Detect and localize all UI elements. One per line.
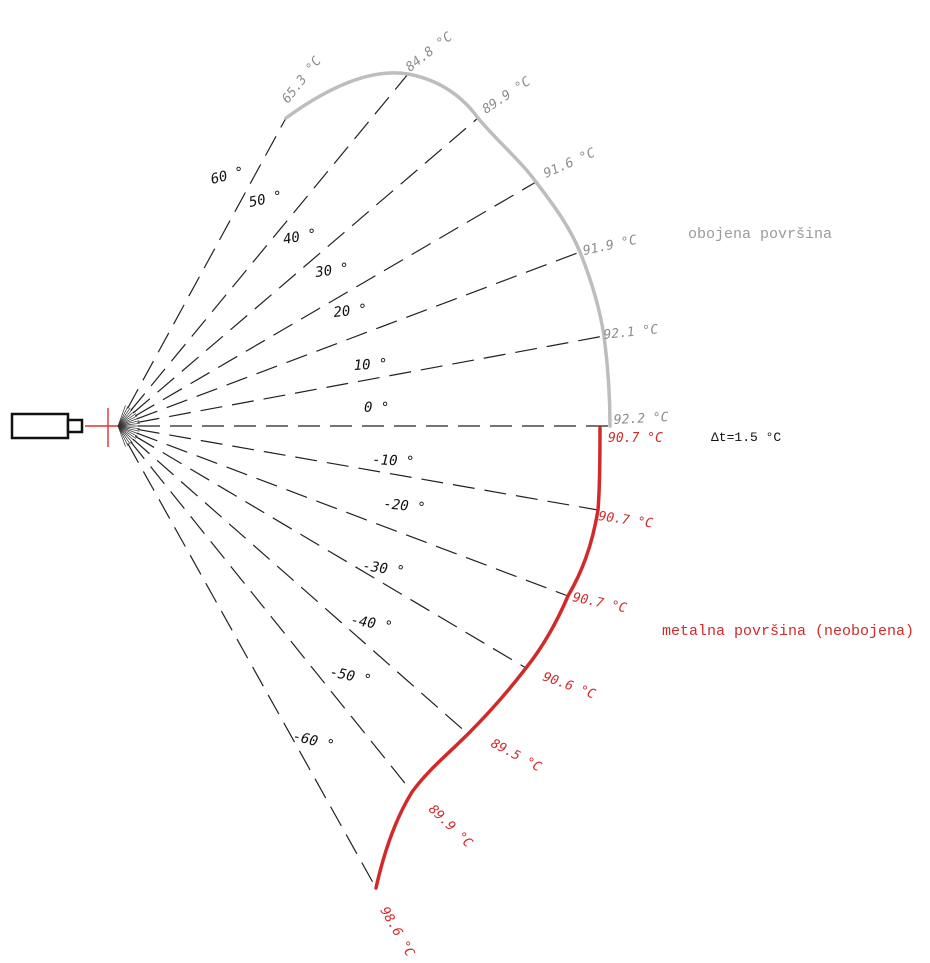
metal-surface-curve	[374, 426, 602, 890]
angle-ray	[136, 432, 569, 597]
painted-temp-label: 84.8 °C	[403, 29, 456, 75]
fan-line	[117, 422, 140, 427]
angle-ray	[136, 251, 581, 420]
camera-icon	[10, 412, 84, 440]
angle-label: -10 °	[372, 452, 415, 470]
angle-label: 0 °	[364, 400, 389, 416]
angle-label: -40 °	[349, 612, 393, 635]
angle-label: 60 °	[209, 164, 246, 188]
painted-temp-label: 92.2 °C	[613, 410, 669, 428]
fan-line	[117, 407, 131, 427]
metal-temp-label: 89.5 °C	[488, 736, 544, 775]
angle-ray	[132, 438, 469, 735]
metal-temp-label: 89.9 °C	[425, 802, 475, 851]
angle-label: 50 °	[248, 188, 284, 211]
fan-line	[117, 405, 126, 427]
angle-label: 30 °	[313, 260, 350, 281]
angle-ray	[137, 335, 605, 423]
angle-ray	[130, 441, 413, 793]
angle-ray	[127, 117, 287, 409]
fan-line	[117, 425, 139, 435]
fan-line	[117, 425, 133, 443]
angle-ray	[130, 73, 409, 411]
metal-temp-label: 90.7 °C	[597, 509, 654, 532]
angle-rays	[127, 73, 610, 889]
metal-temp-label: 98.6 °C	[377, 905, 417, 960]
fan-line	[117, 415, 138, 427]
angle-ray	[134, 435, 527, 669]
fan-line	[117, 425, 126, 447]
painted-temp-label: 89.9 °C	[480, 74, 534, 117]
painted-surface-curve	[284, 71, 612, 428]
angle-label: -30 °	[361, 558, 405, 580]
painted-temp-label: 91.9 °C	[582, 233, 639, 259]
fan-line	[117, 425, 137, 439]
delta-label: Δt=1.5 °C	[711, 430, 781, 445]
metal-temp-label: 90.7 °C	[608, 431, 663, 446]
angle-label: -20 °	[383, 496, 427, 516]
painted-temp-label: 92.1 °C	[603, 322, 659, 343]
fan-line	[117, 425, 140, 430]
angle-ray	[132, 117, 479, 414]
fan-line	[117, 413, 137, 427]
metal-surface-label: metalna površina (neobojena)	[662, 623, 914, 640]
metal-temp-label: 90.7 °C	[571, 590, 628, 616]
metal-temp-label: 90.6 °C	[541, 670, 598, 703]
fan-line	[117, 425, 131, 445]
fan-line	[117, 411, 135, 427]
angle-ray	[134, 181, 537, 417]
fan-line	[117, 409, 133, 427]
angle-label: 20 °	[333, 302, 368, 321]
origin-fan	[117, 405, 140, 447]
angle-label: -60 °	[291, 728, 336, 754]
angle-ray	[127, 443, 377, 889]
fan-line	[117, 425, 129, 446]
fan-line	[117, 406, 129, 427]
angle-ray	[137, 428, 599, 511]
fan-line	[117, 417, 139, 427]
fan-line	[117, 425, 140, 432]
angle-label: 10 °	[353, 356, 388, 374]
angle-label: -50 °	[328, 664, 373, 688]
fan-line	[117, 425, 138, 437]
fan-line	[117, 420, 140, 427]
crosshair-icon	[85, 408, 118, 447]
angle-label: 40 °	[282, 226, 318, 248]
painted-surface-label: obojena površina	[688, 226, 832, 243]
fan-line	[117, 425, 135, 441]
painted-temp-label: 91.6 °C	[542, 146, 598, 182]
